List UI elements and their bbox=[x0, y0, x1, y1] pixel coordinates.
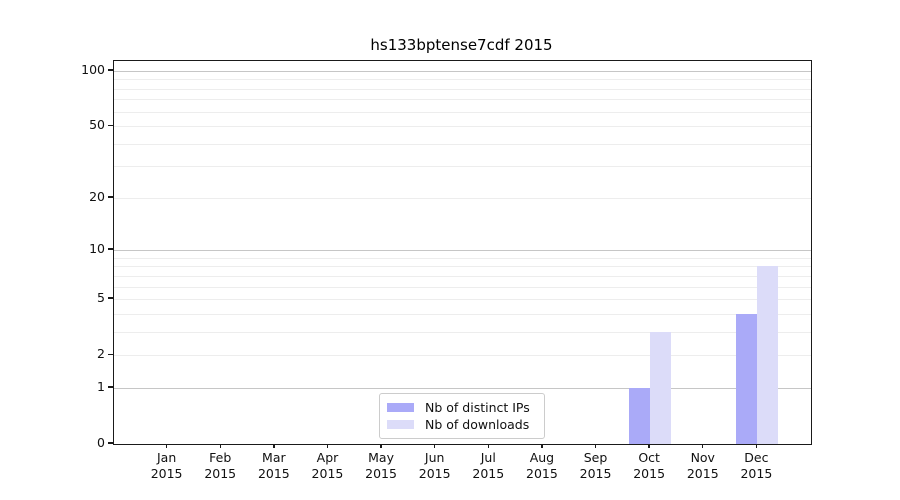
x-tick-month: Mar bbox=[262, 450, 286, 465]
x-axis-tick-jan bbox=[165, 444, 168, 448]
x-tick-year: 2015 bbox=[365, 466, 397, 481]
minor-gridline bbox=[114, 286, 811, 288]
legend-entry-distinct-ips: Nb of distinct IPs bbox=[387, 400, 536, 415]
x-tick-month: Apr bbox=[316, 450, 339, 465]
bar-nb-of-downloads-oct bbox=[650, 331, 672, 444]
x-axis-tick-label-jun: Jun 2015 bbox=[407, 450, 463, 482]
y-axis-tick-5 bbox=[108, 297, 113, 299]
y-axis-tick-label-0: 0 bbox=[97, 435, 105, 450]
x-tick-month: May bbox=[368, 450, 394, 465]
x-axis-tick-dec bbox=[755, 444, 758, 448]
x-axis-tick-oct bbox=[648, 444, 650, 448]
x-tick-month: Sep bbox=[583, 450, 608, 465]
minor-gridline bbox=[114, 88, 811, 90]
x-tick-year: 2015 bbox=[686, 466, 719, 481]
y-axis-tick-100 bbox=[108, 69, 113, 71]
minor-gridline bbox=[114, 79, 811, 81]
legend-swatch-downloads bbox=[387, 420, 414, 429]
x-tick-month: Aug bbox=[529, 450, 555, 465]
major-gridline bbox=[114, 387, 811, 389]
x-axis-tick-jun bbox=[433, 444, 436, 448]
x-axis-tick-label-nov: Nov 2015 bbox=[675, 450, 731, 482]
x-tick-month: Nov bbox=[690, 450, 715, 465]
minor-gridline bbox=[114, 197, 811, 199]
y-axis-tick-label-10: 10 bbox=[89, 241, 105, 257]
x-tick-month: Jun bbox=[424, 450, 445, 465]
x-tick-year: 2015 bbox=[204, 466, 237, 481]
minor-gridline bbox=[114, 299, 811, 301]
x-tick-year: 2015 bbox=[150, 466, 183, 481]
legend-swatch-distinct-ips bbox=[387, 403, 414, 412]
x-tick-year: 2015 bbox=[740, 466, 773, 481]
x-tick-month: Jul bbox=[480, 450, 496, 465]
x-tick-year: 2015 bbox=[579, 466, 612, 481]
minor-gridline bbox=[114, 166, 811, 168]
x-tick-year: 2015 bbox=[526, 466, 558, 481]
bar-nb-of-distinct-ips-oct bbox=[629, 387, 651, 444]
chart-title: hs133bptense7cdf 2015 bbox=[370, 36, 553, 54]
y-axis-tick-2 bbox=[108, 353, 113, 355]
x-tick-month: Oct bbox=[638, 450, 660, 465]
x-axis-tick-label-apr: Apr 2015 bbox=[299, 450, 355, 482]
x-axis-tick-label-jan: Jan 2015 bbox=[139, 450, 195, 482]
y-axis-tick-50 bbox=[108, 124, 113, 126]
x-axis-tick-apr bbox=[326, 444, 329, 448]
x-tick-month: Dec bbox=[744, 450, 769, 465]
x-axis-tick-feb bbox=[219, 444, 221, 448]
x-tick-year: 2015 bbox=[418, 466, 451, 481]
x-axis-tick-nov bbox=[702, 444, 704, 448]
minor-gridline bbox=[114, 143, 811, 145]
minor-gridline bbox=[114, 266, 811, 268]
x-axis-tick-label-jul: Jul 2015 bbox=[460, 450, 516, 482]
x-axis-tick-label-mar: Mar 2015 bbox=[246, 450, 302, 482]
x-axis-tick-label-dec: Dec 2015 bbox=[728, 450, 784, 482]
minor-gridline bbox=[114, 126, 811, 128]
minor-gridline bbox=[114, 257, 811, 259]
minor-gridline bbox=[114, 355, 811, 357]
x-tick-year: 2015 bbox=[257, 466, 290, 481]
x-axis-tick-mar bbox=[273, 444, 275, 448]
legend-label-distinct-ips: Nb of distinct IPs bbox=[425, 400, 530, 415]
x-axis-tick-label-oct: Oct 2015 bbox=[621, 450, 677, 482]
y-axis-tick-label-50: 50 bbox=[89, 117, 105, 133]
x-axis-tick-aug bbox=[541, 444, 543, 448]
y-axis-tick-label-20: 20 bbox=[89, 188, 105, 204]
x-axis-tick-label-feb: Feb 2015 bbox=[192, 450, 248, 482]
x-axis-tick-label-aug: Aug 2015 bbox=[514, 450, 570, 482]
x-axis-tick-sep bbox=[594, 444, 597, 448]
minor-gridline bbox=[114, 99, 811, 101]
x-tick-year: 2015 bbox=[633, 466, 666, 481]
y-axis-tick-label-100: 100 bbox=[81, 62, 105, 77]
x-tick-year: 2015 bbox=[311, 466, 344, 481]
plot-area bbox=[113, 60, 812, 445]
x-axis-tick-label-may: May 2015 bbox=[353, 450, 409, 482]
y-axis-tick-label-5: 5 bbox=[97, 290, 105, 306]
minor-gridline bbox=[114, 331, 811, 333]
bar-nb-of-distinct-ips-dec bbox=[736, 313, 758, 444]
x-tick-month: Jan bbox=[156, 450, 177, 465]
y-axis-tick-20 bbox=[108, 196, 113, 198]
x-axis-tick-jul bbox=[487, 444, 489, 448]
major-gridline bbox=[114, 71, 811, 72]
minor-gridline bbox=[114, 111, 811, 113]
minor-gridline bbox=[114, 313, 811, 315]
minor-gridline bbox=[114, 275, 811, 277]
y-axis-tick-1 bbox=[108, 386, 113, 388]
y-axis-tick-label-2: 2 bbox=[97, 346, 105, 362]
y-axis-tick-label-1: 1 bbox=[97, 378, 105, 394]
x-tick-year: 2015 bbox=[472, 466, 505, 481]
major-gridline bbox=[114, 250, 811, 252]
x-axis-tick-label-sep: Sep 2015 bbox=[568, 450, 624, 482]
y-axis-tick-10 bbox=[108, 248, 113, 250]
bar-nb-of-downloads-dec bbox=[757, 266, 779, 444]
legend-entry-downloads: Nb of downloads bbox=[387, 417, 536, 432]
x-tick-month: Feb bbox=[209, 450, 232, 465]
legend: Nb of distinct IPs Nb of downloads bbox=[379, 393, 545, 439]
legend-label-downloads: Nb of downloads bbox=[425, 417, 530, 432]
x-axis-tick-may bbox=[380, 444, 382, 448]
y-axis-tick-0 bbox=[108, 442, 113, 444]
